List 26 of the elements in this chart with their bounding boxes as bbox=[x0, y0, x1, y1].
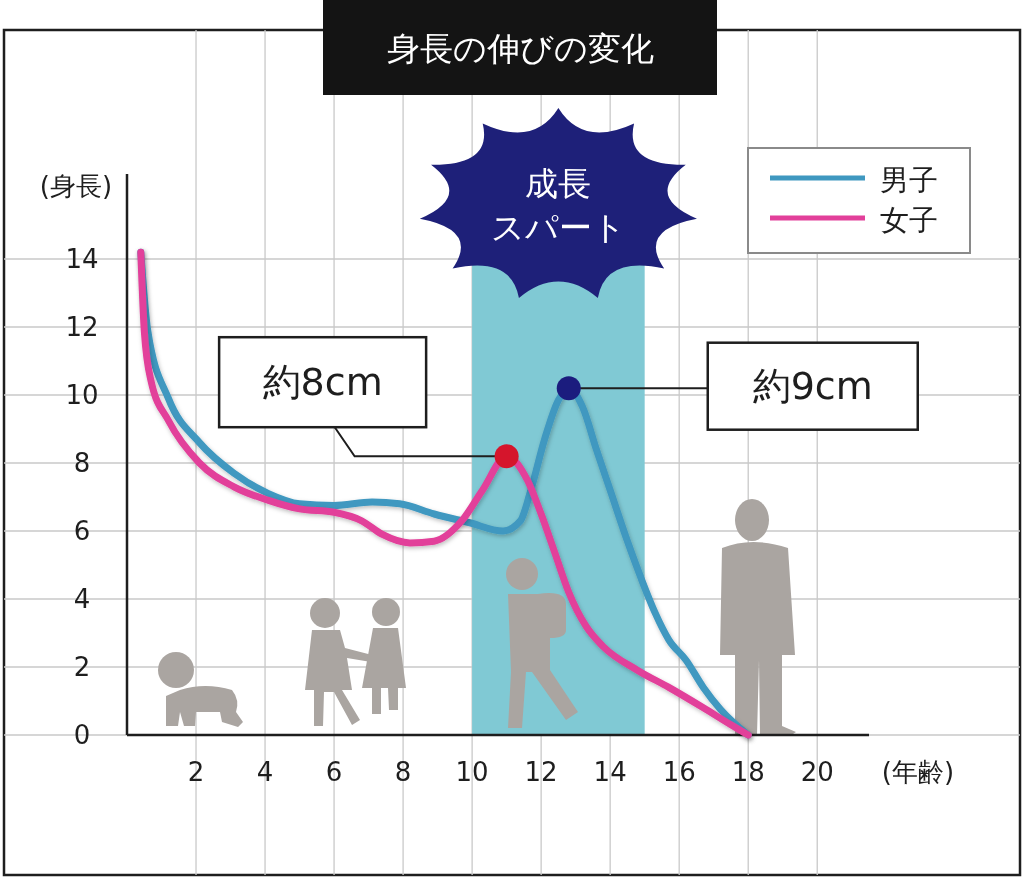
x-tick-label: 10 bbox=[455, 757, 489, 787]
y-axis-title: (身長) bbox=[39, 171, 113, 201]
x-tick-label: 2 bbox=[187, 757, 205, 787]
y-tick-label: 2 bbox=[73, 652, 91, 682]
x-tick-label: 16 bbox=[662, 757, 696, 787]
y-tick-label: 0 bbox=[73, 720, 91, 750]
x-tick-label: 4 bbox=[256, 757, 274, 787]
x-tick-label: 12 bbox=[524, 757, 558, 787]
y-tick-label: 14 bbox=[65, 244, 99, 274]
annotation: 約9cm bbox=[752, 364, 873, 409]
x-tick-label: 6 bbox=[325, 757, 343, 787]
legend-label: 女子 bbox=[880, 203, 938, 237]
annotation: 約8cm bbox=[262, 360, 383, 405]
x-axis-title: (年齢) bbox=[881, 757, 955, 787]
y-tick-label: 12 bbox=[65, 312, 99, 342]
x-tick-label: 8 bbox=[394, 757, 412, 787]
y-tick-label: 6 bbox=[73, 516, 91, 546]
y-tick-label: 8 bbox=[73, 448, 91, 478]
x-tick-label: 14 bbox=[593, 757, 627, 787]
y-tick-label: 10 bbox=[65, 380, 99, 410]
y-tick-label: 4 bbox=[73, 584, 91, 614]
band-label: 成長スパート bbox=[490, 164, 626, 247]
x-tick-label: 20 bbox=[800, 757, 834, 787]
legend-label: 男子 bbox=[880, 163, 938, 197]
chart-title: 身長の伸びの変化 bbox=[386, 28, 654, 68]
x-tick-label: 18 bbox=[731, 757, 765, 787]
